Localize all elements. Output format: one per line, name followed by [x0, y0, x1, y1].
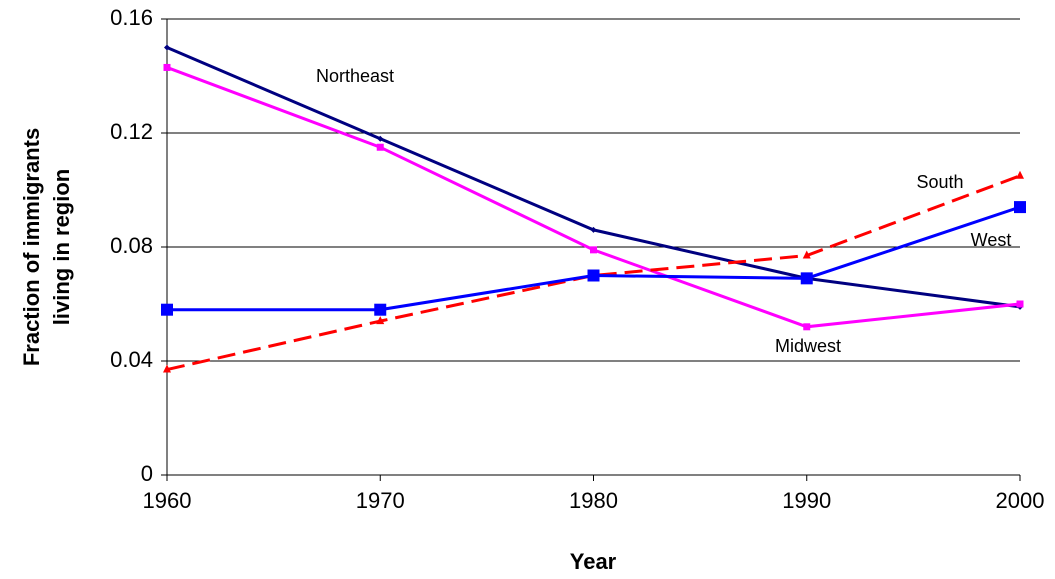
x-tick-label: 1970 [356, 488, 405, 513]
marker [164, 44, 170, 51]
marker [163, 63, 171, 71]
marker [163, 364, 171, 373]
series-label: West [971, 230, 1012, 250]
series-label: Northeast [316, 66, 394, 86]
marker [376, 143, 384, 151]
y-tick-label: 0.04 [110, 347, 153, 372]
marker [587, 269, 600, 282]
series-line [166, 46, 1021, 309]
x-tick-label: 1980 [569, 488, 618, 513]
x-tick-label: 1990 [782, 488, 831, 513]
marker [590, 246, 597, 254]
y-tick-label: 0.16 [110, 5, 153, 30]
marker [161, 303, 173, 316]
x-tick-label: 1960 [143, 488, 192, 513]
y-tick-label: 0.08 [110, 233, 153, 258]
series-line [166, 66, 1021, 329]
marker [1014, 201, 1026, 214]
x-tick-label: 2000 [996, 488, 1045, 513]
marker [803, 323, 811, 331]
marker [377, 135, 384, 142]
y-axis-title: living in region [49, 169, 74, 325]
marker [590, 226, 597, 233]
y-tick-label: 0.12 [110, 119, 153, 144]
marker [800, 272, 813, 285]
y-axis-title: Fraction of immigrants [19, 128, 44, 366]
series-label: Midwest [775, 336, 841, 356]
marker [1016, 170, 1024, 179]
marker [376, 316, 385, 325]
y-tick-label: 0 [141, 461, 153, 486]
x-axis-title: Year [570, 549, 617, 574]
marker [802, 250, 811, 259]
series-label: South [916, 172, 963, 192]
marker [374, 303, 387, 316]
marker [1016, 300, 1024, 308]
series-line [166, 174, 1021, 372]
